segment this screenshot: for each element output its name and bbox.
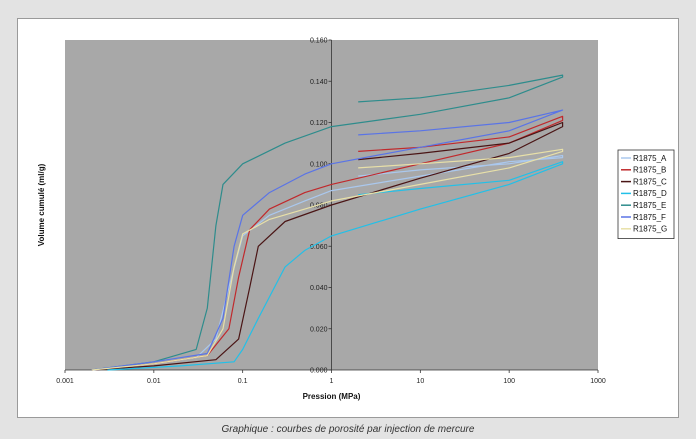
legend-label: R1875_D xyxy=(633,189,667,198)
chart-caption: Graphique : courbes de porosité par inje… xyxy=(221,424,475,435)
legend-label: R1875_B xyxy=(633,166,666,175)
y-tick-label: 0.160 xyxy=(310,38,328,45)
y-tick-label: 0.100 xyxy=(310,161,328,168)
y-tick-label: 0.140 xyxy=(310,79,328,86)
x-tick-label: 0.001 xyxy=(56,378,74,385)
series-line-R1875_B xyxy=(91,115,564,371)
x-tick-label: 1000 xyxy=(590,378,606,385)
legend-label: R1875_F xyxy=(633,213,666,222)
y-tick-label: 0.040 xyxy=(310,285,328,292)
y-tick-label: 0.060 xyxy=(310,244,328,251)
x-axis-title: Pression (MPa) xyxy=(303,392,361,401)
x-tick-label: 1 xyxy=(330,378,334,385)
y-axis-title: Volume cumulé (ml/g) xyxy=(37,163,46,246)
series-line-R1875_E xyxy=(91,74,564,371)
y-tick-label: 0.120 xyxy=(310,120,328,127)
y-tick-label: 0.020 xyxy=(310,326,328,333)
x-tick-label: 100 xyxy=(503,378,515,385)
legend-box xyxy=(617,149,675,239)
x-tick-label: 0.1 xyxy=(238,378,248,385)
y-tick-label: 0.000 xyxy=(310,368,328,375)
series-line-R1875_F xyxy=(91,109,564,371)
y-tick-label: 0.080 xyxy=(310,203,328,210)
legend-label: R1875_G xyxy=(633,225,667,234)
legend-label: R1875_A xyxy=(633,154,667,163)
x-tick-label: 10 xyxy=(416,378,424,385)
legend-label: R1875_E xyxy=(633,201,666,210)
legend-label: R1875_C xyxy=(633,177,667,186)
series-line-R1875_G xyxy=(91,148,564,371)
series-line-R1875_C xyxy=(91,121,564,371)
series-line-R1875_D xyxy=(107,161,564,371)
x-tick-label: 0.01 xyxy=(147,378,161,385)
